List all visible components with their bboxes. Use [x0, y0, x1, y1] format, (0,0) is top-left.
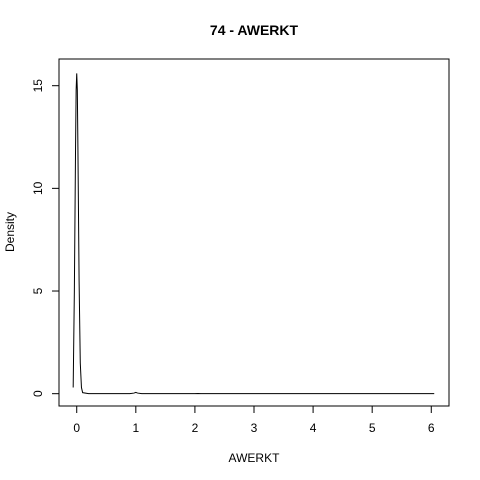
y-axis: 0 5 10 15	[31, 79, 60, 397]
y-axis-label: Density	[3, 212, 17, 252]
x-tick-label: 5	[369, 421, 376, 435]
x-tick-label: 4	[310, 421, 317, 435]
x-tick-label: 6	[428, 421, 435, 435]
x-tick-label: 3	[251, 421, 258, 435]
density-series-line	[72, 73, 435, 395]
x-tick-label: 1	[132, 421, 139, 435]
x-tick-label: 0	[73, 421, 80, 435]
x-tick-label: 2	[192, 421, 199, 435]
x-axis-label: AWERKT	[229, 451, 281, 465]
y-tick-label: 15	[31, 79, 45, 93]
x-axis: 0 1 2 3 4 5 6	[73, 405, 435, 435]
chart-title: 74 - AWERKT	[210, 22, 299, 38]
y-tick-label: 10	[31, 181, 45, 195]
plot-frame	[58, 58, 450, 407]
y-tick-label: 5	[31, 287, 45, 294]
y-tick-label: 0	[31, 390, 45, 397]
